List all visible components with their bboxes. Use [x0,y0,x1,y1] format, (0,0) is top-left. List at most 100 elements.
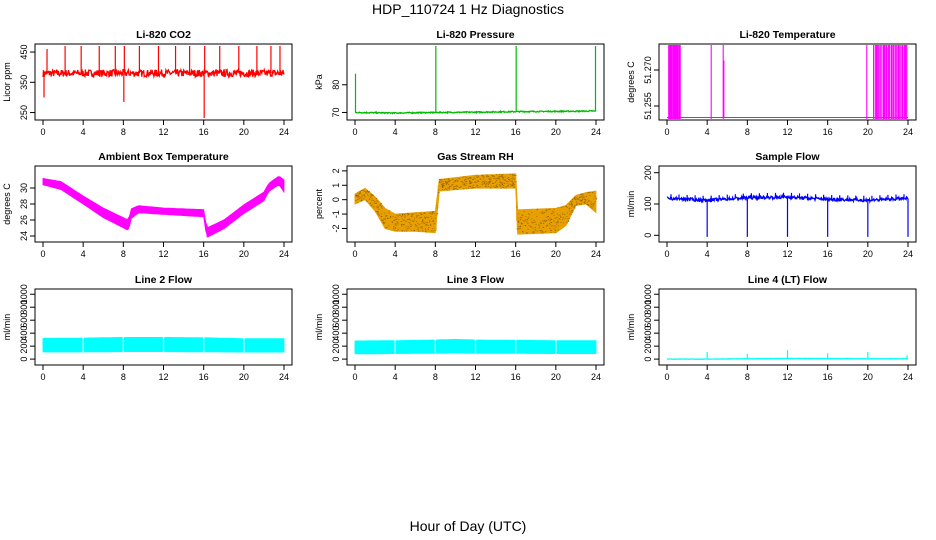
y-tick-label: 400 [331,326,341,341]
x-tick-label: 16 [823,249,833,259]
x-tick-label: 16 [511,249,521,259]
x-tick-label: 8 [745,249,750,259]
y-axis-label: ml/min [2,314,12,341]
series-co2 [42,46,285,118]
y-tick-label: 100 [643,196,653,211]
panel-line3: Line 3 Flow ml/min 0 4 8 12 16 20 24 0 20040060080… [314,274,605,382]
y-tick-label: 0 [643,357,653,362]
x-tick-label: 4 [705,249,710,259]
band-texture [354,174,596,234]
y-axis-label: ml/min [314,314,324,341]
y-tick-label: 200 [331,339,341,354]
series-line3 [354,337,597,356]
band-texture [355,174,598,234]
y-tick-label: 51.270 [643,56,653,84]
x-tick-label: 8 [745,372,750,382]
x-tick-label: 8 [433,127,438,137]
x-tick-label: 4 [81,249,86,259]
x-tick-label: 24 [903,249,913,259]
x-tick-label: 24 [591,372,601,382]
panel-title: Li-820 Temperature [739,29,835,41]
x-tick-label: 8 [745,127,750,137]
x-tick-label: 24 [591,249,601,259]
x-tick-label: 16 [823,372,833,382]
band-texture [42,177,284,238]
x-tick-label: 0 [40,372,45,382]
panel-line2: Line 2 Flow ml/min 0 4 8 12 16 20 24 0 20040060080… [2,274,293,382]
x-tick-label: 12 [470,372,480,382]
y-tick-label: 400 [643,326,653,341]
x-tick-label: 16 [823,127,833,137]
panel-title: Li-820 Pressure [436,29,514,41]
y-tick-label: 1000 [19,284,29,304]
x-tick-label: 0 [40,249,45,259]
x-tick-label: 12 [470,249,480,259]
x-tick-label: 16 [511,127,521,137]
y-tick-label: 1 [331,183,341,188]
panel-line4: Line 4 (LT) Flow ml/min 0 4 8 12 16 20 24 0 200400… [626,274,917,382]
series-line4 [666,350,909,361]
x-tick-label: 4 [705,127,710,137]
series-pressure [354,46,597,115]
x-tick-label: 24 [279,127,289,137]
y-tick-label: 1000 [331,284,341,304]
series-sample_flow [666,192,909,237]
x-tick-label: 20 [551,372,561,382]
y-tick-label: -1 [331,210,341,218]
x-tick-label: 20 [239,249,249,259]
y-tick-label: 400 [19,326,29,341]
panel-title: Line 4 (LT) Flow [748,274,828,286]
x-tick-label: 0 [664,127,669,137]
x-tick-label: 12 [782,249,792,259]
x-tick-label: 12 [782,127,792,137]
y-tick-label: 600 [331,313,341,328]
x-tick-label: 16 [199,372,209,382]
x-tick-label: 12 [782,372,792,382]
x-tick-label: 4 [81,372,86,382]
panel-co2: Li-820 CO2 Licor ppm 0 4 8 12 16 20 24 250 350 450 [2,29,293,137]
series-rh [354,173,598,235]
y-tick-label: 200 [19,339,29,354]
x-tick-label: 12 [158,127,168,137]
x-tick-label: 24 [279,372,289,382]
x-tick-label: 4 [393,249,398,259]
y-tick-label: 350 [19,75,29,90]
y-axis-label: ml/min [626,314,636,341]
y-tick-label: 70 [331,107,341,117]
y-axis-label: kPa [314,74,324,90]
y-tick-label: 51.255 [643,92,653,120]
x-tick-label: 20 [239,127,249,137]
panel-title: Ambient Box Temperature [98,151,229,163]
x-tick-label: 24 [279,249,289,259]
x-tick-label: 20 [551,249,561,259]
y-tick-label: 1000 [643,284,653,304]
x-tick-label: 0 [40,127,45,137]
panel-title: Sample Flow [755,151,820,163]
x-tick-label: 0 [352,372,357,382]
series-ambient_temp [42,176,285,238]
y-tick-label: 200 [643,339,653,354]
x-tick-label: 20 [863,249,873,259]
y-axis-label: percent [314,188,324,219]
panel-title: Line 2 Flow [135,274,193,286]
x-tick-label: 8 [433,249,438,259]
y-tick-label: 800 [643,300,653,315]
x-tick-label: 8 [433,372,438,382]
y-tick-label: 24 [19,231,29,241]
x-tick-label: 8 [121,249,126,259]
series-line [42,67,285,80]
x-tick-label: 0 [664,372,669,382]
panel-title: Gas Stream RH [437,151,513,163]
x-tick-label: 16 [511,372,521,382]
x-tick-label: 20 [239,372,249,382]
panel-licor_temp: Li-820 Temperature degrees C 0 4 8 12 16 20 24 51… [626,29,917,137]
panel-pressure: Li-820 Pressure kPa 0 4 8 12 16 20 24 70 80 [314,29,605,137]
y-axis-label: degrees C [2,183,12,225]
panel-frame [346,43,605,121]
y-tick-label: 0 [19,357,29,362]
y-tick-label: 2 [331,168,341,173]
x-tick-label: 4 [393,372,398,382]
series-burst [873,45,908,119]
x-tick-label: 24 [903,127,913,137]
